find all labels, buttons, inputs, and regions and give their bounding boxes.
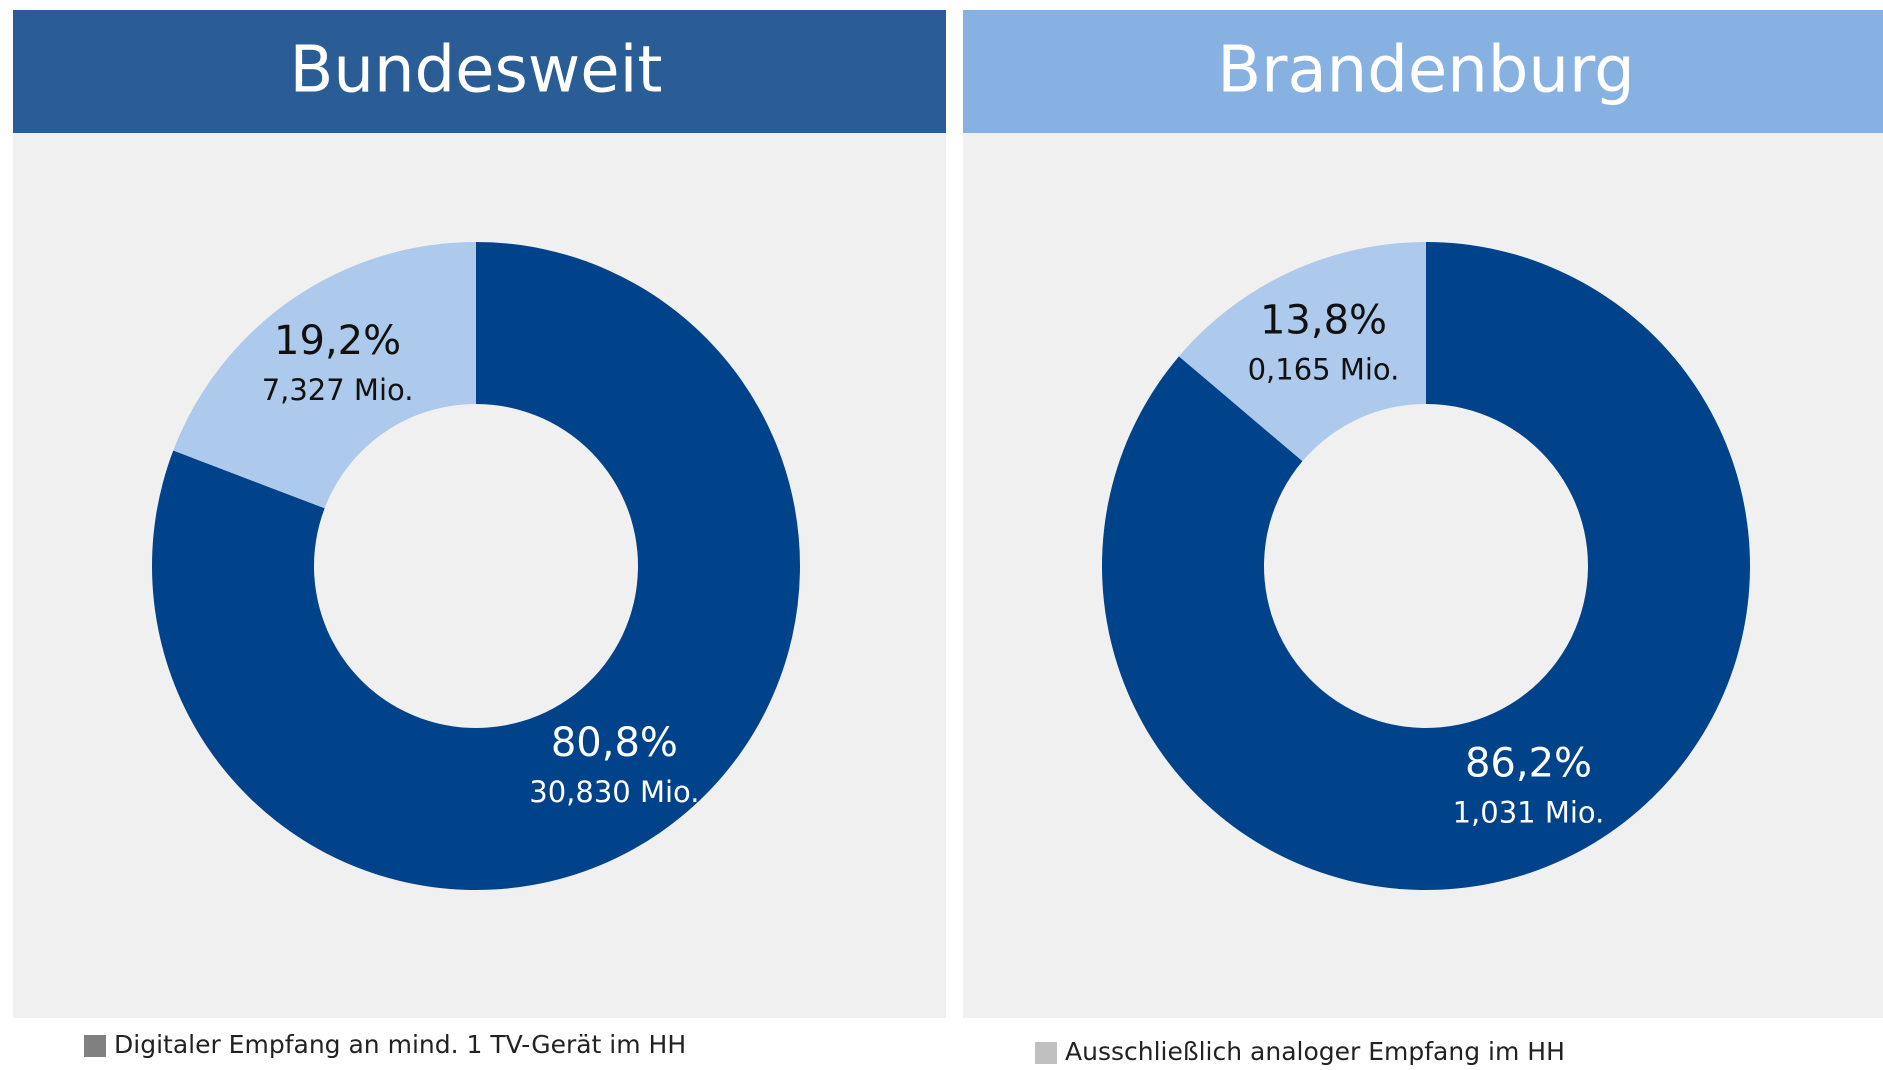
slice <box>173 242 477 509</box>
legend-swatch <box>1035 1042 1057 1064</box>
slice-label: 80,8% <box>551 720 678 766</box>
slice-sub-label: 7,327 Mio. <box>262 373 414 407</box>
slice-label: 13,8% <box>1260 298 1387 344</box>
slice <box>1102 242 1750 891</box>
slice <box>1178 242 1426 462</box>
legend-label: Digitaler Empfang an mind. 1 TV-Gerät im… <box>114 1030 686 1059</box>
legend-label: Ausschließlich analoger Empfang im HH <box>1065 1037 1565 1066</box>
slice-sub-label: 0,165 Mio. <box>1248 353 1400 387</box>
slice-label: 86,2% <box>1465 740 1592 786</box>
slice <box>152 242 800 891</box>
chart-title: Bundesweit <box>290 34 663 108</box>
panel-header <box>13 10 946 133</box>
chart-title: Brandenburg <box>1217 34 1635 108</box>
slice-sub-label: 1,031 Mio. <box>1453 795 1605 829</box>
slice-label: 19,2% <box>274 318 401 364</box>
slice-sub-label: 30,830 Mio. <box>529 775 699 809</box>
legend-swatch <box>84 1035 106 1057</box>
panel-header <box>963 10 1883 133</box>
